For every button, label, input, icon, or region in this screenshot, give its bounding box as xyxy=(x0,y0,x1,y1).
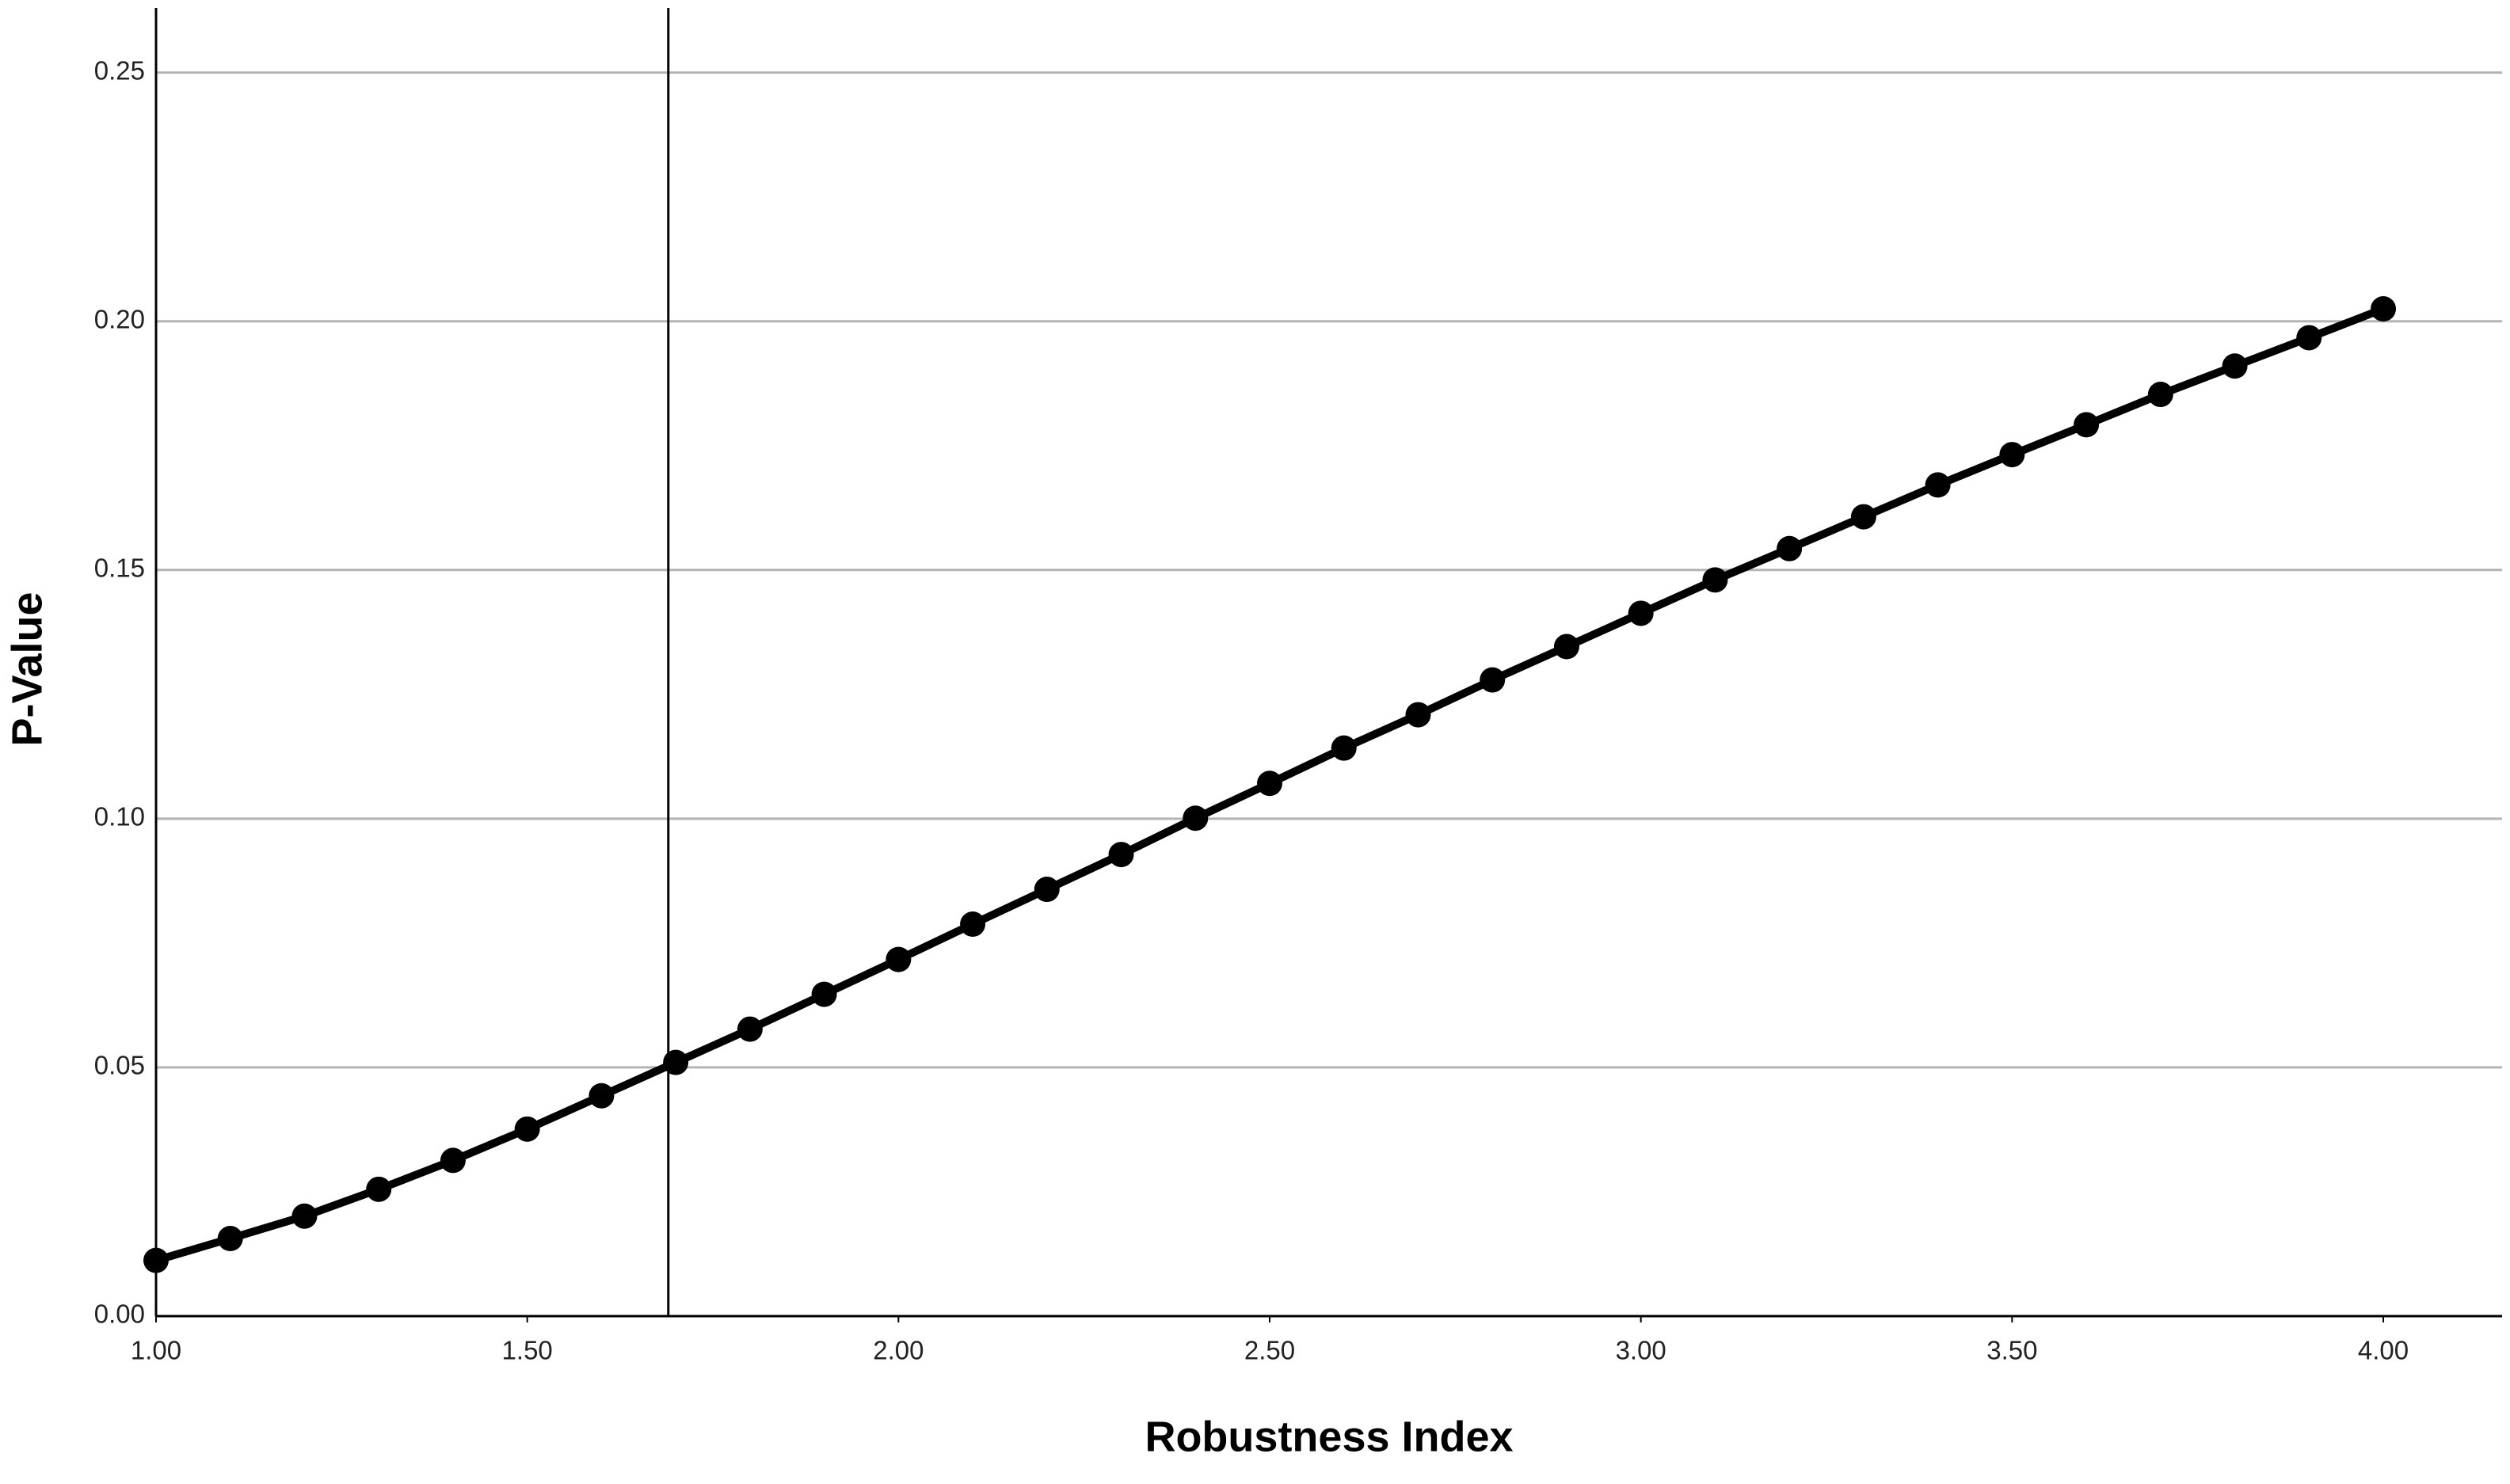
data-point xyxy=(2371,296,2397,322)
data-point xyxy=(143,1247,169,1273)
data-point xyxy=(1257,771,1283,797)
data-point xyxy=(1553,634,1579,660)
x-tick-label: 3.00 xyxy=(1616,1336,1666,1365)
y-axis-title: P-Value xyxy=(3,592,51,746)
data-point xyxy=(1405,702,1431,728)
data-point xyxy=(1628,600,1654,626)
x-axis-title: Robustness Index xyxy=(1145,1413,1513,1460)
data-point xyxy=(514,1116,540,1142)
data-point xyxy=(588,1083,615,1109)
data-point xyxy=(737,1016,763,1042)
y-tick-label: 0.20 xyxy=(94,304,145,333)
data-point xyxy=(366,1176,392,1202)
data-point xyxy=(2296,325,2322,351)
y-tick-label: 0.05 xyxy=(94,1051,145,1080)
x-tick-label: 1.00 xyxy=(131,1336,181,1365)
data-point xyxy=(1702,567,1728,593)
data-point xyxy=(960,911,986,938)
data-point xyxy=(1480,667,1506,693)
data-point xyxy=(217,1226,243,1252)
data-point xyxy=(1034,877,1060,903)
x-tick-label: 4.00 xyxy=(2358,1336,2409,1365)
data-point xyxy=(811,981,837,1007)
data-point xyxy=(2222,353,2248,379)
data-point xyxy=(663,1049,689,1075)
y-tick-label: 0.25 xyxy=(94,55,145,85)
y-tick-label: 0.10 xyxy=(94,802,145,831)
data-point xyxy=(1850,504,1876,530)
data-point xyxy=(1999,442,2025,468)
x-tick-label: 3.50 xyxy=(1986,1336,2037,1365)
data-point xyxy=(886,946,912,972)
data-point xyxy=(1108,842,1134,868)
data-point xyxy=(1331,735,1357,761)
x-tick-label: 1.50 xyxy=(502,1336,553,1365)
x-tick-label: 2.50 xyxy=(1244,1336,1295,1365)
data-point xyxy=(440,1147,466,1174)
data-point xyxy=(1925,472,1951,498)
data-point xyxy=(1183,805,1209,831)
data-point xyxy=(2074,412,2100,438)
data-point xyxy=(1777,535,1803,561)
x-tick-label: 2.00 xyxy=(873,1336,924,1365)
y-tick-label: 0.15 xyxy=(94,554,145,583)
data-point xyxy=(2147,382,2173,408)
data-point xyxy=(291,1203,318,1229)
y-tick-label: 0.00 xyxy=(94,1299,145,1329)
